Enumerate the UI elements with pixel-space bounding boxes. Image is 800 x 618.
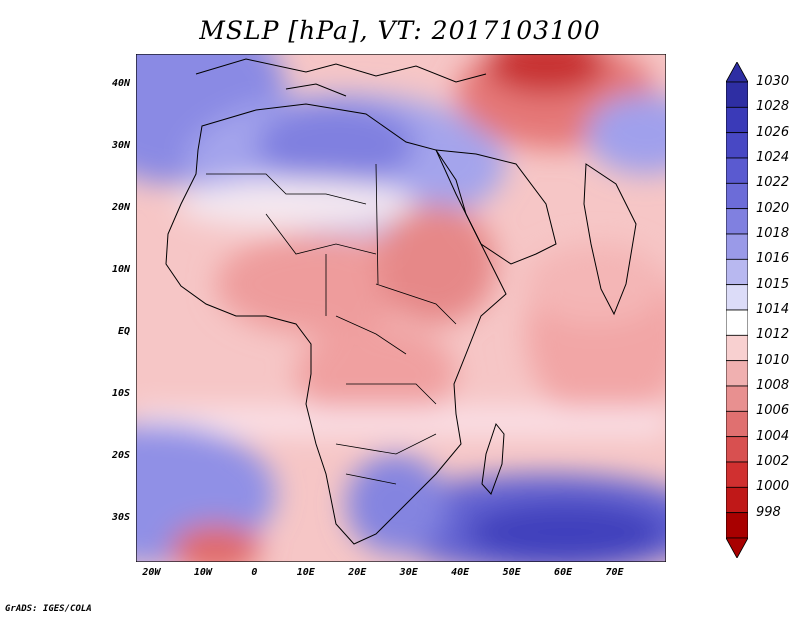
- colorbar-swatch: [726, 486, 748, 514]
- x-tick-label: 10E: [296, 567, 315, 578]
- colorbar-label: 1024: [756, 150, 790, 165]
- colorbar-swatch: [726, 258, 748, 286]
- colorbar-swatch: [726, 512, 748, 539]
- coastline-africa: [165, 103, 507, 545]
- chart-title: MSLP [hPa], VT: 2017103100: [199, 16, 601, 45]
- y-tick-label: 40N: [111, 77, 130, 89]
- y-tick-label: 20N: [111, 201, 130, 213]
- colorbar-swatch: [726, 106, 748, 134]
- coastline-europe: [195, 58, 487, 97]
- colorbar-label: 1030: [756, 74, 790, 89]
- colorbar-swatch: [726, 132, 748, 159]
- colorbar-label: 1008: [756, 378, 790, 393]
- colorbar-swatch: [726, 182, 748, 210]
- colorbar-swatch: [726, 284, 748, 311]
- x-tick-label: 40E: [451, 567, 470, 578]
- y-tick-label: 10N: [111, 263, 130, 275]
- y-tick-label: 30N: [111, 139, 130, 151]
- colorbar-label: 1022: [756, 175, 790, 191]
- x-tick-label: 20W: [142, 567, 161, 578]
- low-sahel: [216, 234, 416, 334]
- colorbar-swatch: [726, 81, 748, 108]
- colorbar-label: 1020: [756, 200, 790, 216]
- colorbar-bottom-arrow: [726, 537, 748, 558]
- colorbar-swatch: [726, 410, 748, 438]
- y-tick-label: 20S: [111, 449, 130, 461]
- x-tick-label: 20E: [348, 567, 367, 578]
- low-sudan: [376, 204, 496, 324]
- colorbar-swatch: [726, 309, 748, 336]
- coastline-madagascar: [481, 422, 505, 495]
- colorbar-label: 1026: [756, 124, 790, 140]
- colorbar-top-arrow: [726, 62, 748, 83]
- colorbar-label: 1002: [756, 454, 790, 469]
- colorbar: [726, 62, 748, 558]
- colorbar-label: 1004: [756, 428, 790, 444]
- colorbar-label: 1010: [756, 352, 790, 368]
- colorbar-label: 998: [756, 504, 781, 520]
- x-tick-label: 50E: [502, 567, 521, 578]
- x-tick-label: 0: [251, 567, 258, 578]
- colorbar-label: 1014: [756, 302, 790, 317]
- credit-text: GrADS: IGES/COLA: [5, 604, 92, 614]
- colorbar-label: 1006: [756, 403, 790, 419]
- y-tick-label: 10S: [111, 387, 130, 399]
- x-tick-label: 10W: [193, 567, 212, 578]
- colorbar-swatch: [726, 385, 748, 412]
- x-tick-label: 60E: [554, 567, 573, 578]
- x-tick-label: 70E: [605, 567, 624, 578]
- colorbar-label: 1000: [756, 479, 790, 495]
- colorbar-swatch: [726, 233, 748, 260]
- y-tick-label: 30S: [111, 511, 130, 523]
- low-iran: [486, 54, 606, 94]
- colorbar-swatch: [726, 461, 748, 488]
- x-tick-label: 30E: [399, 567, 418, 578]
- colorbar-swatch: [726, 360, 748, 387]
- colorbar-label: 1012: [756, 327, 790, 343]
- low-south-atlantic: [171, 524, 261, 562]
- colorbar-label: 1016: [756, 251, 790, 267]
- coastline-india: [583, 163, 637, 316]
- colorbar-swatch: [726, 436, 748, 463]
- colorbar-swatch: [726, 208, 748, 235]
- high-south-atlantic: [136, 424, 276, 562]
- colorbar-swatch: [726, 157, 748, 184]
- mslp-map: [136, 54, 666, 562]
- colorbar-label: 1028: [756, 99, 790, 115]
- colorbar-swatch: [726, 334, 748, 362]
- y-tick-label: EQ: [117, 325, 130, 337]
- colorbar-label: 1018: [756, 226, 790, 241]
- borders: [206, 163, 457, 485]
- coastline-arabia: [435, 149, 557, 265]
- high-north-core: [256, 104, 416, 184]
- colorbar-label: 1015: [756, 276, 790, 292]
